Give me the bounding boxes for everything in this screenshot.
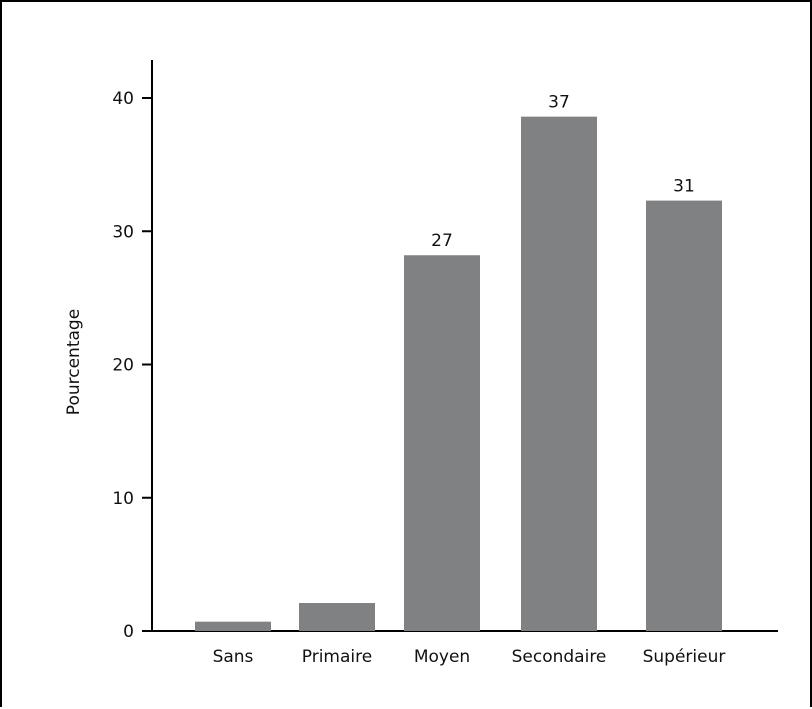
y-tick-label: 0 <box>123 622 134 642</box>
bar <box>195 622 271 631</box>
bar <box>299 603 375 631</box>
y-axis-title: Pourcentage <box>64 309 84 415</box>
bar <box>404 255 480 631</box>
y-tick-label: 20 <box>112 356 134 376</box>
data-label: 27 <box>431 231 453 251</box>
y-tick-label: 10 <box>112 489 134 509</box>
y-tick-label: 30 <box>112 222 134 242</box>
x-tick-label: Sans <box>213 647 254 667</box>
y-tick-label: 40 <box>112 89 134 109</box>
data-label: 31 <box>673 177 695 197</box>
x-tick-label: Moyen <box>414 647 470 667</box>
bars <box>195 117 722 631</box>
x-tick-label: Supérieur <box>643 647 726 667</box>
bar <box>521 117 597 631</box>
bar <box>646 201 722 631</box>
x-tick-label: Primaire <box>302 647 372 667</box>
x-tick-label: Secondaire <box>512 647 607 667</box>
data-label: 37 <box>548 93 570 113</box>
